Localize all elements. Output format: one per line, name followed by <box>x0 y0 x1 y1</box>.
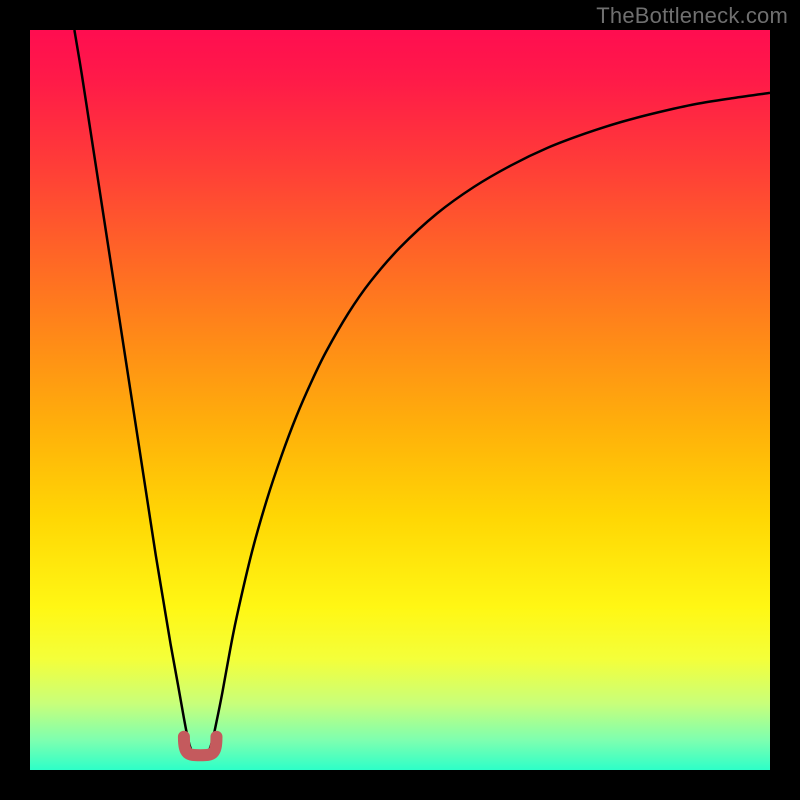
chart-container: TheBottleneck.com <box>0 0 800 800</box>
plot-area <box>30 30 770 770</box>
watermark-text: TheBottleneck.com <box>596 3 788 29</box>
plot-background <box>30 30 770 770</box>
bottleneck-curve-chart <box>30 30 770 770</box>
